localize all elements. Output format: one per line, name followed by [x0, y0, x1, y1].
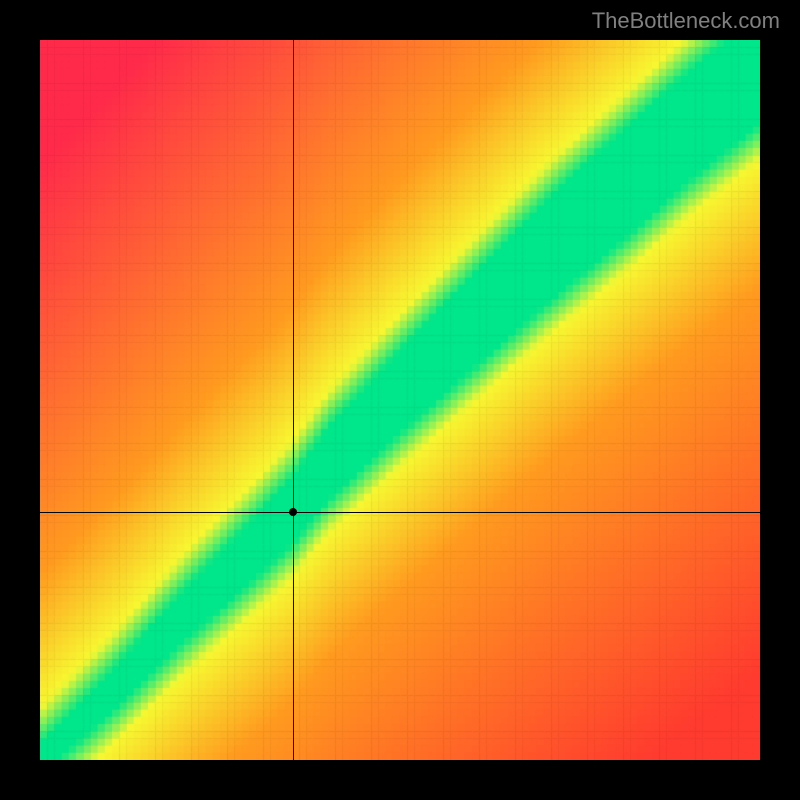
heatmap-canvas	[40, 40, 760, 760]
crosshair-horizontal	[40, 512, 760, 513]
watermark-text: TheBottleneck.com	[592, 8, 780, 34]
marker-dot	[289, 508, 297, 516]
heatmap-plot	[40, 40, 760, 760]
crosshair-vertical	[293, 40, 294, 760]
